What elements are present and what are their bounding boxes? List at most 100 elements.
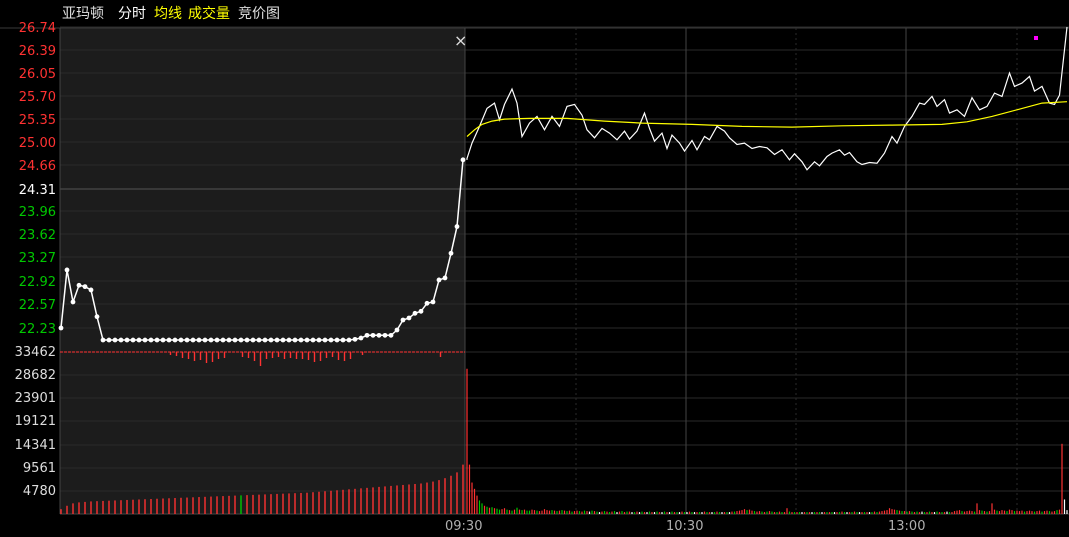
price-tick-label: 22.23 <box>19 322 56 337</box>
price-tick-label: 23.96 <box>19 205 56 220</box>
auction-price-point <box>130 337 136 343</box>
auction-price-point <box>286 337 292 343</box>
time-label: 13:00 <box>888 519 925 534</box>
auction-price-point <box>364 332 370 338</box>
auction-price-point <box>106 337 112 343</box>
price-tick-label: 24.66 <box>19 159 56 174</box>
auction-price-point <box>238 337 244 343</box>
auction-price-point <box>208 337 214 343</box>
auction-price-point <box>166 337 172 343</box>
price-tick-label: 26.74 <box>19 21 56 36</box>
auction-price-point <box>76 282 82 288</box>
volume-tick-label: 19121 <box>15 414 56 429</box>
auction-price-point <box>442 275 448 281</box>
auction-price-point <box>346 337 352 343</box>
auction-price-point <box>388 332 394 338</box>
auction-price-point <box>292 337 298 343</box>
auction-price-point <box>424 300 430 306</box>
auction-price-point <box>448 250 454 256</box>
auction-price-point <box>334 337 340 343</box>
auction-chart-toggle[interactable]: 竞价图 <box>238 6 280 22</box>
auction-price-point <box>412 310 418 316</box>
trading-area <box>465 28 1069 514</box>
auction-price-point <box>124 337 130 343</box>
volume-tick-label: 28682 <box>15 368 56 383</box>
auction-price-point <box>100 337 106 343</box>
auction-price-point <box>394 327 400 333</box>
auction-price-point <box>400 317 406 323</box>
auction-price-point <box>460 157 466 163</box>
volume-tick-label: 23901 <box>15 391 56 406</box>
auction-price-point <box>298 337 304 343</box>
close-icon[interactable]: × <box>454 31 467 50</box>
stock-name: 亚玛顿 <box>62 6 104 22</box>
auction-price-point <box>322 337 328 343</box>
auction-price-point <box>88 287 94 293</box>
auction-price-point <box>280 337 286 343</box>
auction-price-point <box>112 337 118 343</box>
time-label: 09:30 <box>445 519 482 534</box>
auction-price-point <box>202 337 208 343</box>
auction-price-point <box>142 337 148 343</box>
last-price-marker <box>1034 36 1038 40</box>
auction-price-point <box>376 332 382 338</box>
auction-price-point <box>436 277 442 283</box>
price-tick-label: 25.00 <box>19 136 56 151</box>
volume-tick-label: 9561 <box>23 461 56 476</box>
auction-price-point <box>382 332 388 338</box>
auction-price-point <box>340 337 346 343</box>
price-tick-label: 25.35 <box>19 113 56 128</box>
auction-price-point <box>256 337 262 343</box>
auction-price-point <box>310 337 316 343</box>
auction-price-point <box>118 337 124 343</box>
volume-tick-label: 33462 <box>15 345 56 360</box>
auction-price-point <box>250 337 256 343</box>
auction-price-point <box>184 337 190 343</box>
auction-price-point <box>70 299 76 305</box>
auction-price-point <box>148 337 154 343</box>
auction-price-point <box>268 337 274 343</box>
auction-price-point <box>370 332 376 338</box>
avg-price-line <box>466 101 1068 137</box>
auction-price-point <box>304 337 310 343</box>
volume-toggle[interactable]: 成交量 <box>188 6 230 22</box>
price-tick-label: 24.31 <box>19 183 56 198</box>
auction-price-point <box>274 337 280 343</box>
auction-price-point <box>64 267 70 273</box>
auction-price-point <box>58 325 64 331</box>
auction-price-point <box>262 337 268 343</box>
auction-price-point <box>82 284 88 290</box>
price-tick-label: 23.62 <box>19 228 56 243</box>
price-tick-label: 25.70 <box>19 90 56 105</box>
auction-price-point <box>328 337 334 343</box>
tab-intraday[interactable]: 分时 <box>118 6 146 22</box>
auction-price-point <box>136 337 142 343</box>
auction-price-point <box>232 337 238 343</box>
auction-price-point <box>244 337 250 343</box>
price-tick-label: 26.05 <box>19 67 56 82</box>
auction-price-point <box>406 315 412 321</box>
auction-price-point <box>178 337 184 343</box>
auction-price-point <box>316 337 322 343</box>
auction-price-point <box>352 336 358 342</box>
auction-area <box>60 28 465 514</box>
auction-price-point <box>94 314 100 320</box>
price-line <box>466 26 1068 171</box>
auction-price-point <box>190 337 196 343</box>
time-label: 10:30 <box>666 519 703 534</box>
price-tick-label: 22.57 <box>19 298 56 313</box>
auction-price-point <box>430 299 436 305</box>
auction-price-point <box>154 337 160 343</box>
auction-price-point <box>214 337 220 343</box>
auction-price-point <box>220 337 226 343</box>
chart-toolbar: 亚玛顿 分时 均线 成交量 竞价图 <box>0 0 1069 28</box>
auction-price-point <box>418 308 424 314</box>
volume-tick-label: 4780 <box>23 484 56 499</box>
price-tick-label: 26.39 <box>19 44 56 59</box>
auction-price-point <box>196 337 202 343</box>
price-tick-label: 23.27 <box>19 251 56 266</box>
avg-line-toggle[interactable]: 均线 <box>154 6 182 22</box>
price-tick-label: 22.92 <box>19 275 56 290</box>
volume-tick-label: 14341 <box>15 438 56 453</box>
